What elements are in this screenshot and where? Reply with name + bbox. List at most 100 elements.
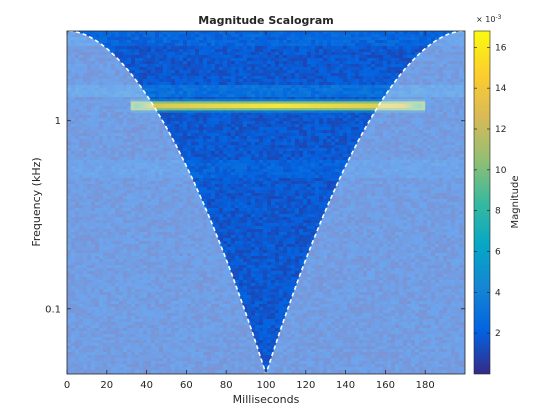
heatmap-cell xyxy=(71,43,76,47)
heatmap-cell xyxy=(163,55,168,59)
heatmap-cell xyxy=(207,91,212,95)
heatmap-cell xyxy=(295,124,300,128)
heatmap-cell xyxy=(191,82,196,86)
heatmap-cell xyxy=(399,31,404,35)
heatmap-cell xyxy=(111,121,116,125)
heatmap-cell xyxy=(79,154,84,158)
heatmap-cell xyxy=(163,31,168,35)
heatmap-cell xyxy=(427,166,432,170)
heatmap-cell xyxy=(259,49,264,53)
heatmap-cell xyxy=(115,112,120,116)
heatmap-cell xyxy=(259,175,264,179)
heatmap-cell xyxy=(167,43,172,47)
heatmap-cell xyxy=(87,61,92,65)
heatmap-cell xyxy=(315,76,320,80)
heatmap-cell xyxy=(183,40,188,44)
heatmap-cell xyxy=(75,58,80,62)
heatmap-cell xyxy=(435,58,440,62)
heatmap-cell xyxy=(447,151,452,155)
heatmap-cell xyxy=(411,88,416,92)
heatmap-cell xyxy=(331,151,336,155)
heatmap-cell xyxy=(199,133,204,137)
heatmap-cell xyxy=(367,166,372,170)
heatmap-cell xyxy=(363,124,368,128)
heatmap-cell xyxy=(155,94,160,98)
heatmap-cell xyxy=(171,79,176,83)
heatmap-cell xyxy=(95,151,100,155)
heatmap-cell xyxy=(315,130,320,134)
heatmap-cell xyxy=(299,163,304,167)
heatmap-cell xyxy=(419,52,424,56)
heatmap-cell xyxy=(179,139,184,143)
heatmap-cell xyxy=(459,175,464,179)
heatmap-cell xyxy=(223,79,228,83)
heatmap-cell xyxy=(223,88,228,92)
heatmap-cell xyxy=(395,82,400,86)
heatmap-cell xyxy=(379,139,384,143)
heatmap-cell xyxy=(459,106,464,110)
heatmap-cell xyxy=(439,49,444,53)
heatmap-cell xyxy=(331,79,336,83)
heatmap-cell xyxy=(315,172,320,176)
heatmap-cell xyxy=(75,160,80,164)
heatmap-cell xyxy=(315,169,320,173)
heatmap-cell xyxy=(247,157,252,161)
heatmap-cell xyxy=(283,40,288,44)
heatmap-cell xyxy=(439,34,444,38)
heatmap-cell xyxy=(303,112,308,116)
heatmap-cell xyxy=(155,73,160,77)
heatmap-cell xyxy=(367,34,372,38)
heatmap-cell xyxy=(155,139,160,143)
heatmap-cell xyxy=(143,37,148,41)
heatmap-cell xyxy=(83,151,88,155)
heatmap-cell xyxy=(183,58,188,62)
heatmap-cell xyxy=(411,118,416,122)
heatmap-cell xyxy=(79,142,84,146)
heatmap-cell xyxy=(275,115,280,119)
heatmap-cell xyxy=(163,91,168,95)
heatmap-cell xyxy=(435,139,440,143)
heatmap-cell xyxy=(179,67,184,71)
heatmap-cell xyxy=(219,82,224,86)
heatmap-cell xyxy=(427,46,432,50)
heatmap-cell xyxy=(395,31,400,35)
heatmap-cell xyxy=(179,91,184,95)
heatmap-cell xyxy=(231,43,236,47)
heatmap-cell xyxy=(211,169,216,173)
heatmap-cell xyxy=(323,112,328,116)
heatmap-cell xyxy=(99,127,104,131)
heatmap-cell xyxy=(207,142,212,146)
heatmap-cell xyxy=(299,94,304,98)
heatmap-cell xyxy=(411,136,416,140)
heatmap-cell xyxy=(95,100,100,104)
heatmap-cell xyxy=(203,142,208,146)
heatmap-cell xyxy=(231,76,236,80)
heatmap-cell xyxy=(247,118,252,122)
heatmap-cell xyxy=(415,130,420,134)
heatmap-cell xyxy=(455,172,460,176)
heatmap-cell xyxy=(183,52,188,56)
heatmap-cell xyxy=(259,154,264,158)
heatmap-cell xyxy=(239,115,244,119)
heatmap-cell xyxy=(75,142,80,146)
heatmap-cell xyxy=(359,130,364,134)
heatmap-cell xyxy=(403,115,408,119)
heatmap-cell xyxy=(327,145,332,149)
heatmap-cell xyxy=(327,142,332,146)
heatmap-cell xyxy=(155,133,160,137)
heatmap-cell xyxy=(255,157,260,161)
heatmap-cell xyxy=(239,58,244,62)
heatmap-cell xyxy=(251,175,256,179)
heatmap-cell xyxy=(267,130,272,134)
heatmap-cell xyxy=(451,148,456,152)
heatmap-cell xyxy=(251,37,256,41)
heatmap-cell xyxy=(335,160,340,164)
heatmap-cell xyxy=(443,142,448,146)
heatmap-cell xyxy=(299,178,304,182)
heatmap-cell xyxy=(79,85,84,89)
heatmap-cell xyxy=(375,142,380,146)
heatmap-cell xyxy=(279,130,284,134)
heatmap-cell xyxy=(447,145,452,149)
heatmap-cell xyxy=(231,118,236,122)
heatmap-cell xyxy=(143,121,148,125)
